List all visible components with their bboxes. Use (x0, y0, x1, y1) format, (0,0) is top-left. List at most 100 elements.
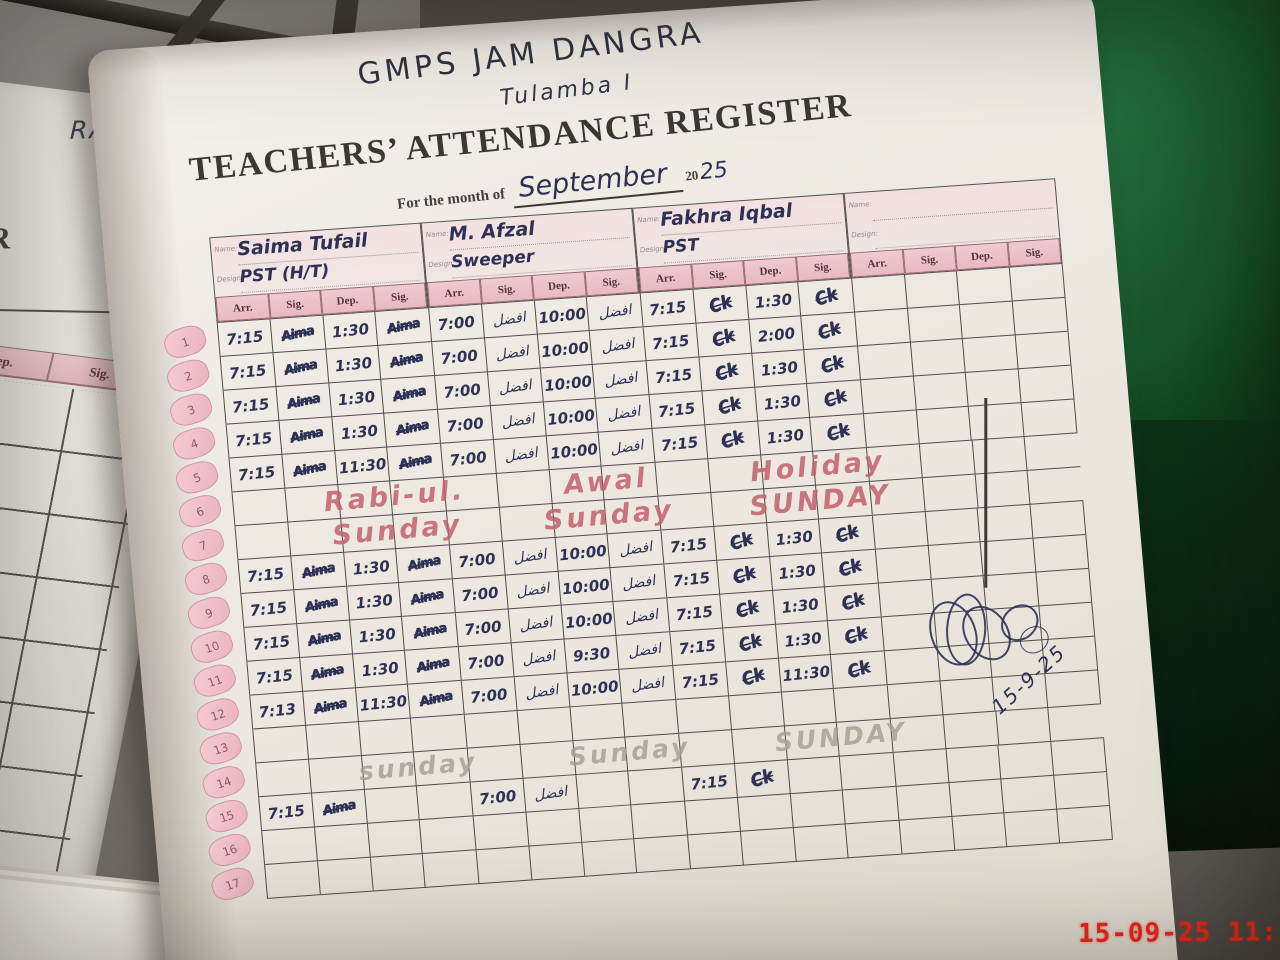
signature-cell (420, 816, 476, 854)
time-cell (781, 688, 838, 727)
teacher-signature: Aima (415, 654, 451, 677)
time-cell: 7:00 (455, 609, 512, 647)
signature-cell: Aima (384, 409, 441, 448)
time-cell: 7:00 (470, 778, 527, 817)
teacher-signature: Ck (818, 351, 847, 379)
time-cell (358, 718, 415, 757)
teacher-signature: افضل (626, 640, 663, 661)
teacher-signature: افضل (500, 410, 536, 432)
signature-cell (529, 842, 585, 881)
time-cell: 7:00 (438, 406, 494, 444)
time-cell: 7:15 (259, 793, 315, 832)
time-entry: 1:30 (333, 353, 373, 376)
time-cell: 11:30 (778, 655, 835, 693)
signature-cell (288, 518, 344, 557)
day-number-cell: 11 (190, 660, 240, 701)
teacher-signature: Aima (288, 424, 325, 447)
teacher-signature: افضل (597, 301, 633, 322)
signature-cell: افضل (505, 571, 562, 610)
time-cell: 7:13 (250, 691, 306, 730)
name-form-label: Name: (425, 229, 450, 240)
column-header: Dep. (0, 340, 54, 382)
signature-cell (1032, 534, 1089, 573)
time-cell (980, 538, 1036, 577)
time-entry: 7:13 (257, 699, 298, 722)
time-cell: 9:30 (564, 635, 620, 674)
time-cell (893, 749, 949, 787)
time-cell: 7:15 (670, 628, 726, 667)
teacher-signature: Ck (823, 418, 853, 446)
camera-timestamp: 15-09-25 11:12 (1077, 916, 1280, 950)
time-entry: 7:15 (234, 428, 274, 451)
time-cell: 11:30 (334, 447, 391, 486)
time-cell: 7:15 (682, 763, 738, 802)
signature-cell (499, 504, 556, 542)
signature-cell (946, 745, 1002, 784)
time-entry: 7:15 (669, 534, 709, 557)
signature-cell (1009, 263, 1065, 302)
signature-cell: Aima (402, 613, 458, 651)
time-cell: 7:15 (649, 391, 706, 429)
signature-cell: افضل (502, 537, 559, 576)
column-header: Dep. (954, 241, 1010, 271)
time-cell (968, 403, 1025, 441)
time-cell (256, 759, 312, 798)
day-number-cell: 3 (166, 389, 216, 430)
time-cell (476, 846, 533, 885)
time-cell (473, 812, 530, 851)
time-cell (340, 515, 397, 553)
signature-cell: Ck (804, 346, 861, 384)
teacher-signature: Ck (835, 554, 865, 582)
time-cell (790, 790, 846, 829)
teacher-signature: Aima (412, 620, 448, 643)
time-cell (364, 786, 421, 824)
time-cell (956, 267, 1013, 306)
signature-cell (816, 481, 872, 520)
signature-cell (414, 748, 470, 787)
time-entry: 9:30 (571, 643, 611, 666)
signature-cell (1048, 704, 1105, 742)
teacher-signature: افضل (512, 546, 548, 567)
signature-cell (842, 786, 899, 825)
time-cell: 7:15 (220, 353, 277, 391)
time-cell (869, 478, 926, 516)
teacher-signature: Ck (812, 283, 841, 311)
signature-cell (285, 485, 341, 523)
teacher-signature: افضل (497, 376, 533, 398)
teacher-signature: افضل (517, 613, 554, 635)
time-entry: 7:15 (254, 665, 295, 688)
time-entry: 7:15 (657, 398, 697, 421)
time-cell (887, 681, 944, 720)
time-cell (784, 722, 841, 761)
signature-cell (631, 801, 688, 840)
teacher-signature: افضل (503, 444, 539, 465)
teacher-signature: Ck (838, 588, 868, 616)
signature-cell (913, 372, 969, 411)
teacher-signature: افضل (523, 681, 560, 703)
teacher-signature: Aima (394, 417, 430, 439)
day-number-cell: 15 (202, 795, 252, 837)
time-entry: 7:00 (448, 447, 488, 470)
time-cell (464, 711, 521, 749)
time-entry: 10:00 (536, 304, 587, 327)
name-form-label: Name: (848, 200, 873, 210)
signature-cell: افضل (487, 368, 544, 407)
signature-cell: افضل (592, 361, 649, 399)
teacher-signature: Aima (321, 797, 357, 819)
time-cell (679, 730, 735, 768)
time-entry: 7:00 (463, 616, 503, 639)
signature-cell: افضل (493, 436, 550, 474)
column-header: Sig. (795, 252, 851, 282)
signature-cell: Ck (828, 617, 884, 656)
time-cell (575, 771, 632, 809)
time-cell: 7:00 (429, 304, 485, 343)
time-entry: 7:15 (660, 432, 700, 455)
time-cell (1001, 775, 1057, 814)
register-page: GMPS JAM DANGRA Tulamba I TEACHERS’ ATTE… (86, 0, 1182, 960)
time-cell: 10:00 (555, 534, 611, 572)
time-cell (337, 481, 394, 519)
time-cell (866, 444, 923, 482)
year-prefix: 20 (684, 167, 700, 184)
time-cell (878, 579, 935, 618)
signature-cell: افضل (613, 598, 670, 636)
